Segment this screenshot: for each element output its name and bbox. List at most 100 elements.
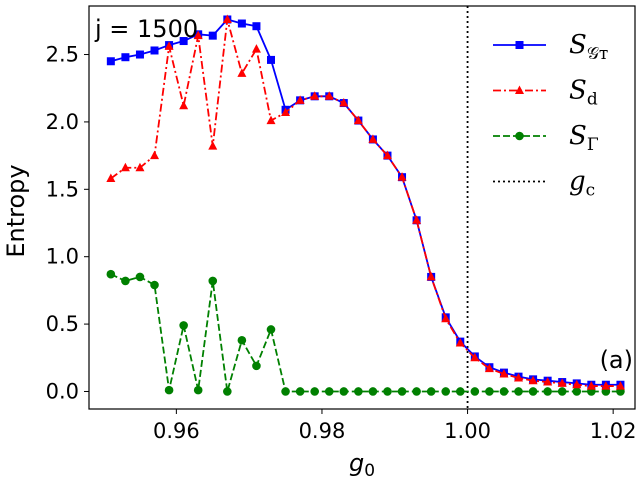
data-point-S_d	[251, 44, 261, 53]
plot-frame	[88, 5, 636, 410]
data-point-S_Gamma	[383, 387, 392, 396]
series-layer	[106, 14, 625, 396]
data-point-S_d	[441, 313, 451, 323]
data-point-S_Gamma	[557, 387, 567, 396]
data-point-S_Gamma	[485, 387, 494, 396]
data-point-S_d	[339, 98, 349, 107]
data-point-S_d	[470, 352, 480, 362]
data-point-S_d	[368, 134, 378, 143]
data-point-S_Gamma	[514, 387, 523, 396]
y-tick-label: 0.0	[46, 379, 79, 403]
data-point-S_Gamma	[470, 387, 480, 396]
data-point-S_d	[281, 107, 291, 116]
data-point-S_Gamma	[237, 335, 247, 345]
series-S_d	[106, 14, 625, 390]
data-point-S_d	[572, 379, 582, 389]
data-point-S_GT	[179, 37, 188, 46]
legend-marker-S_Gamma	[515, 131, 524, 141]
data-point-S_Gamma	[543, 387, 552, 396]
data-point-S_d	[397, 172, 407, 181]
data-point-S_Gamma	[266, 325, 276, 334]
data-point-S_d	[528, 375, 538, 385]
series-S_GT	[106, 15, 625, 389]
data-point-S_Gamma	[528, 387, 538, 396]
series-line-S_Gamma	[110, 273, 621, 393]
data-point-S_GT	[121, 53, 130, 62]
data-point-S_Gamma	[368, 387, 378, 396]
legend-label-sub: 𝒢ᴛ	[587, 44, 609, 64]
data-point-S_Gamma	[252, 361, 261, 371]
series-line-S_GT	[110, 18, 621, 386]
data-point-S_d	[222, 14, 232, 23]
legend-label-main: S	[569, 76, 587, 106]
x-tick-label: 1.02	[590, 419, 637, 443]
data-point-S_d	[120, 162, 130, 172]
legend-label-main: S	[569, 30, 587, 60]
data-point-S_GT	[106, 57, 115, 66]
y-axis-ticks: 0.0 0.5 1.0 1.5 2.0 2.5	[46, 43, 89, 403]
data-point-S_d	[412, 215, 422, 224]
y-axis-label: Entropy	[2, 164, 30, 257]
data-point-S_d	[135, 162, 145, 172]
data-point-S_d	[193, 30, 203, 40]
data-point-S_GT	[267, 55, 275, 64]
data-point-S_Gamma	[572, 387, 582, 396]
y-tick-label: 2.5	[46, 43, 79, 67]
x-tick-label: 0.98	[299, 419, 346, 443]
x-axis-ticks: 0.96 0.98 1.00 1.02	[153, 409, 637, 443]
series-line-S_d	[110, 18, 621, 387]
data-point-S_Gamma	[281, 387, 290, 396]
data-point-S_GT	[237, 19, 246, 28]
data-point-S_d	[455, 337, 465, 347]
data-point-S_Gamma	[150, 280, 159, 290]
data-point-S_Gamma	[295, 387, 305, 396]
data-point-S_Gamma	[441, 387, 451, 396]
data-point-S_d	[543, 377, 553, 386]
data-point-S_d	[150, 150, 160, 160]
data-point-S_d	[499, 368, 509, 378]
y-tick-label: 1.0	[46, 245, 79, 269]
panel-label: (a)	[600, 346, 633, 374]
data-point-S_Gamma	[223, 387, 232, 396]
data-point-S_GT	[135, 50, 144, 59]
data-point-S_Gamma	[193, 385, 203, 395]
legend-marker-S_GT	[515, 41, 524, 49]
data-point-S_Gamma	[208, 276, 218, 286]
data-point-S_d	[164, 41, 174, 50]
data-point-S_d	[106, 173, 116, 183]
y-tick-label: 1.5	[46, 177, 79, 201]
data-point-S_Gamma	[339, 387, 349, 396]
data-point-S_GT	[252, 22, 261, 31]
data-point-S_d	[615, 381, 625, 390]
data-point-S_Gamma	[179, 321, 188, 330]
data-point-S_Gamma	[499, 387, 509, 396]
data-point-S_Gamma	[310, 387, 319, 396]
legend-label-main: S	[569, 121, 587, 151]
data-point-S_d	[382, 150, 392, 160]
data-point-S_d	[484, 363, 494, 373]
x-tick-label: 1.00	[444, 419, 491, 443]
legend-label-S_d: Sd	[569, 76, 598, 110]
data-point-S_Gamma	[412, 387, 421, 396]
data-point-S_Gamma	[397, 387, 407, 396]
data-point-S_GT	[208, 31, 217, 40]
x-tick-label: 0.96	[153, 419, 200, 443]
data-point-S_d	[514, 373, 524, 382]
annotation-j: j = 1500	[94, 15, 198, 43]
legend-label-sub: d	[587, 90, 598, 110]
y-tick-label: 0.5	[46, 312, 79, 336]
data-point-S_d	[426, 271, 436, 281]
data-point-S_d	[557, 378, 567, 387]
data-point-S_Gamma	[455, 387, 465, 396]
legend-label-main: g	[569, 167, 586, 197]
legend-label-sub: c	[586, 181, 596, 201]
data-point-S_d	[353, 115, 363, 125]
legend-label-g_c: gc	[569, 167, 595, 201]
data-point-S_GT	[150, 46, 159, 55]
data-point-S_Gamma	[426, 387, 436, 396]
data-point-S_Gamma	[164, 385, 174, 395]
data-point-S_d	[237, 68, 247, 77]
data-point-S_d	[295, 95, 305, 104]
